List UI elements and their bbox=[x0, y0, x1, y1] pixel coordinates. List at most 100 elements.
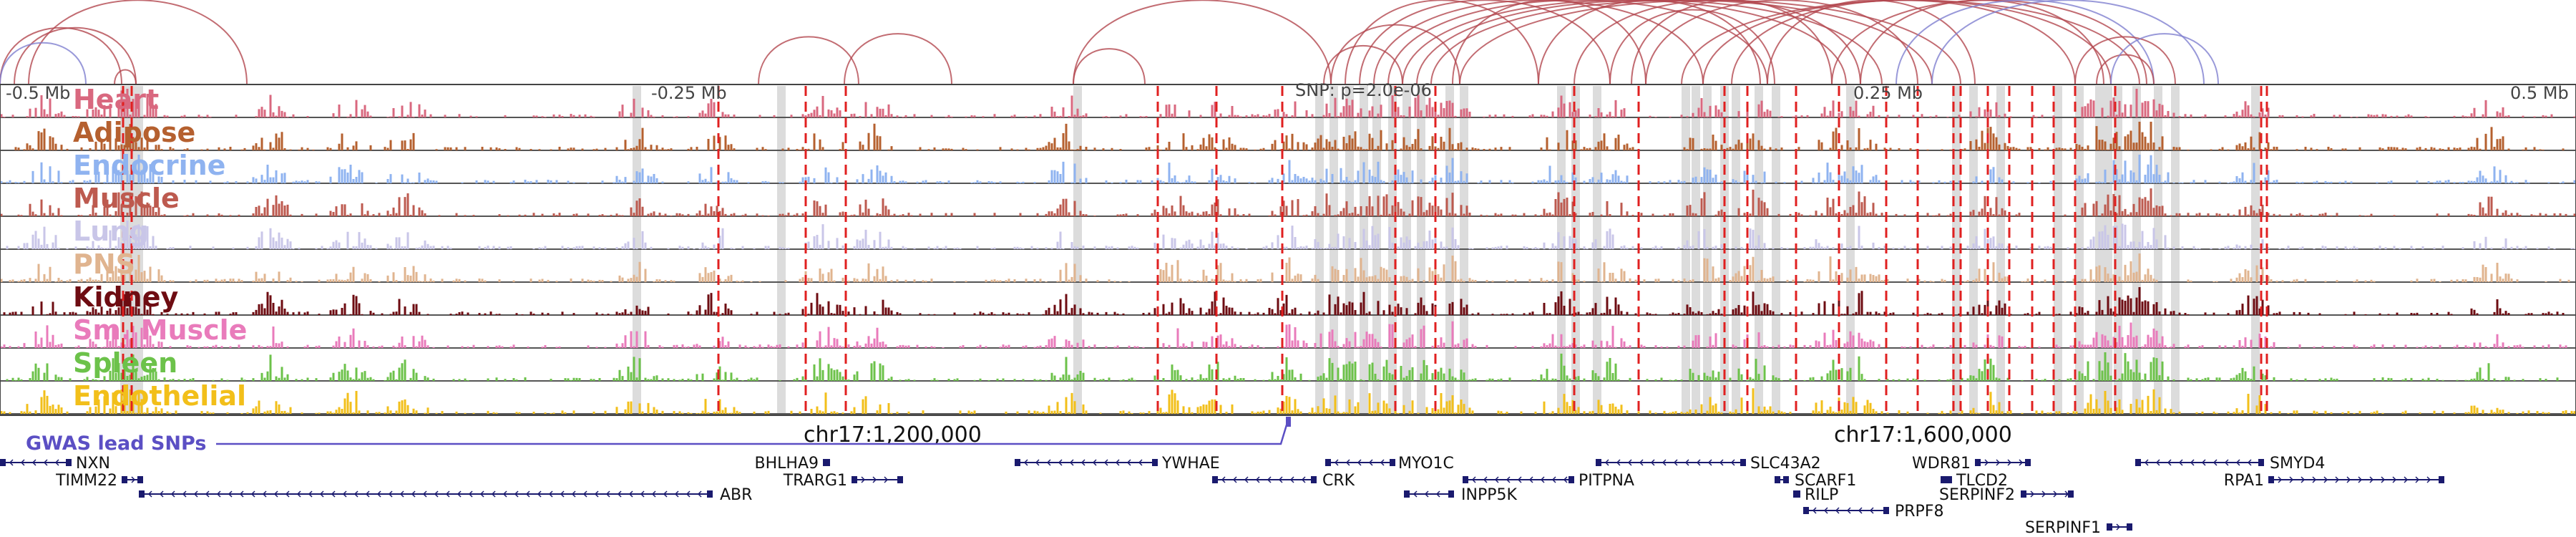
gene-exon bbox=[1775, 476, 1780, 483]
gene-crk: CRK bbox=[1212, 472, 1355, 490]
gene-exon bbox=[2135, 459, 2141, 466]
gwas-connector bbox=[216, 420, 1289, 445]
gwas-track: GWAS lead SNPs bbox=[26, 417, 1291, 455]
track-kidney bbox=[0, 287, 2576, 316]
interaction-arc bbox=[1073, 0, 1332, 85]
highlight-band bbox=[1772, 86, 1780, 415]
highlight-band bbox=[1372, 86, 1381, 415]
track-signal bbox=[0, 321, 2567, 348]
highlight-band bbox=[1692, 86, 1700, 415]
tracks-frame bbox=[0, 84, 2576, 416]
track-pns bbox=[0, 253, 2576, 283]
highlight-band bbox=[1846, 86, 1855, 415]
gene-exon bbox=[1596, 459, 1601, 466]
interaction-arc bbox=[1609, 9, 1775, 85]
highlight-band bbox=[1571, 86, 1580, 415]
gwas-label: GWAS lead SNPs bbox=[26, 432, 206, 455]
interaction-arc bbox=[1330, 24, 1460, 85]
gene-exon bbox=[139, 490, 145, 498]
gene-strand-arrows bbox=[2144, 459, 2252, 466]
gene-exon bbox=[1325, 459, 1331, 466]
gene-label: NXN bbox=[76, 455, 110, 473]
highlight-band bbox=[2104, 86, 2112, 415]
highlight-band bbox=[2054, 86, 2062, 415]
gene-strand-arrows bbox=[2116, 523, 2121, 531]
interaction-arc bbox=[1767, 0, 1976, 85]
gene-strand-arrows bbox=[1471, 476, 1568, 483]
gene-scarf1: SCARF1 bbox=[1775, 472, 1856, 490]
gene-label: PITPNA bbox=[1579, 472, 1634, 490]
gene-label: MYO1C bbox=[1398, 455, 1454, 473]
gene-exon bbox=[1795, 490, 1800, 498]
highlight-band bbox=[2251, 86, 2260, 415]
track-label: Adipose bbox=[73, 117, 195, 148]
track-signal bbox=[3, 287, 2565, 315]
track-label: Muscle bbox=[73, 183, 180, 214]
highlight-band bbox=[1557, 86, 1566, 415]
gene-wdr81: WDR81 bbox=[1912, 455, 2031, 473]
gene-exon bbox=[2025, 459, 2031, 466]
gene-rpa1: RPA1 bbox=[2224, 472, 2444, 490]
gene-nxn: NXN bbox=[0, 455, 110, 473]
gene-exon bbox=[1015, 459, 1020, 466]
highlight-band bbox=[1345, 86, 1354, 415]
interaction-arc bbox=[1631, 0, 1833, 85]
gene-strand-arrows bbox=[1413, 490, 1440, 498]
gene-label: SCARF1 bbox=[1795, 472, 1856, 490]
interaction-arc bbox=[0, 26, 122, 85]
track-label: Lung bbox=[73, 216, 149, 247]
track-label: Endothelial bbox=[73, 380, 246, 412]
gene-timm22: TIMM22 bbox=[55, 472, 143, 490]
track-sm-muscle bbox=[0, 321, 2576, 349]
interaction-arc bbox=[1896, 0, 2155, 85]
interaction-arc bbox=[1359, 0, 1611, 85]
highlight-band bbox=[1330, 86, 1338, 415]
gene-strand-arrows bbox=[1023, 459, 1143, 466]
highlight-band bbox=[2171, 86, 2180, 415]
gene-exon bbox=[852, 476, 857, 483]
gene-exon bbox=[1212, 476, 1218, 483]
snp-dashed-lines bbox=[122, 86, 2268, 414]
interaction-arc bbox=[1373, 0, 1704, 85]
position-label-minus-quarter: -0.25 Mb bbox=[651, 83, 727, 103]
interaction-arc bbox=[1931, 0, 2205, 85]
gene-exon bbox=[1568, 476, 1574, 483]
gene-slc43a2: SLC43A2 bbox=[1596, 455, 1821, 473]
gene-abr: ABR bbox=[139, 486, 752, 504]
gene-exon bbox=[2258, 459, 2264, 466]
position-label-plus-half: 0.5 Mb bbox=[2510, 83, 2569, 103]
track-endothelial bbox=[0, 385, 2576, 415]
interaction-arc bbox=[28, 0, 248, 85]
gene-strand-arrows bbox=[1812, 507, 1874, 514]
interaction-arc bbox=[114, 69, 137, 85]
track-muscle bbox=[0, 188, 2576, 217]
gene-exon bbox=[122, 476, 127, 483]
track-endocrine bbox=[0, 155, 2576, 184]
highlight-band bbox=[1402, 86, 1411, 415]
interaction-arc bbox=[2110, 33, 2219, 85]
highlight-band bbox=[1460, 86, 1468, 415]
position-label-minus-half: -0.5 Mb bbox=[6, 83, 70, 103]
highlight-band bbox=[1682, 86, 1690, 415]
interaction-arc bbox=[0, 42, 87, 85]
highlight-band bbox=[1703, 86, 1712, 415]
signal-tracks bbox=[0, 89, 2576, 415]
gene-label: INPP5K bbox=[1461, 486, 1517, 504]
track-signal bbox=[6, 352, 2559, 381]
interaction-arc bbox=[1860, 0, 2104, 85]
gene-exon bbox=[66, 459, 72, 466]
gene-exon bbox=[1941, 476, 1946, 483]
gene-label: SLC43A2 bbox=[1750, 455, 1821, 473]
interaction-arcs bbox=[0, 0, 2219, 85]
highlight-band bbox=[633, 86, 641, 415]
gene-label: PRPF8 bbox=[1895, 503, 1943, 521]
gene-exon bbox=[824, 459, 830, 466]
gene-strand-arrows bbox=[2278, 476, 2431, 483]
gene-exon bbox=[1311, 476, 1317, 483]
track-signal bbox=[0, 155, 2576, 183]
track-adipose bbox=[0, 122, 2576, 151]
gene-exon bbox=[897, 476, 903, 483]
track-labels: HeartAdiposeEndocrineMuscleLungPNSKidney… bbox=[73, 84, 247, 412]
gene-bhlha9: BHLHA9 bbox=[755, 455, 830, 473]
gene-label: RPA1 bbox=[2224, 472, 2264, 490]
